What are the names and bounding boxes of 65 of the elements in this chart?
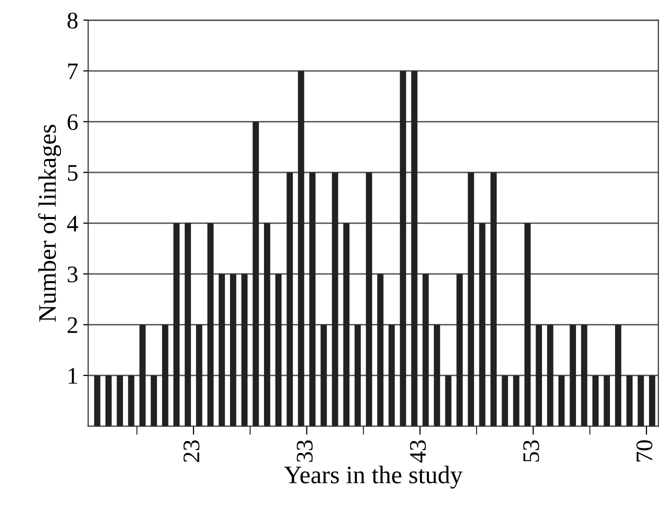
bar — [558, 375, 565, 426]
bar — [173, 223, 180, 426]
bar — [581, 324, 588, 426]
bar — [377, 274, 384, 426]
bar — [626, 375, 633, 426]
x-tick-label: 33 — [296, 440, 313, 462]
bar — [615, 324, 622, 426]
bar — [434, 324, 440, 426]
bar — [547, 324, 554, 426]
x-tick-label: 53 — [523, 440, 540, 462]
bar — [128, 375, 134, 426]
bar — [218, 274, 225, 426]
y-tick-label: 4 — [67, 216, 78, 232]
bar — [456, 274, 463, 426]
x-axis-title: Years in the study — [284, 466, 463, 489]
bar — [320, 324, 327, 426]
bar — [264, 223, 270, 426]
bar — [184, 223, 191, 426]
bar — [411, 70, 418, 426]
y-tick-label: 5 — [68, 165, 78, 181]
bar — [332, 172, 338, 426]
y-tick-label: 3 — [68, 266, 78, 282]
bar — [207, 223, 214, 426]
bar — [275, 274, 282, 426]
bar — [388, 324, 395, 426]
y-axis-title: Number of linkages — [38, 124, 62, 322]
bar — [196, 324, 202, 426]
y-tick-label: 7 — [68, 64, 78, 80]
bar — [116, 375, 123, 426]
bar — [105, 375, 112, 426]
bar — [94, 375, 100, 426]
y-tick-label: 6 — [68, 114, 78, 130]
bar — [479, 223, 486, 426]
bar — [445, 375, 452, 426]
bar — [252, 122, 259, 426]
bar — [490, 172, 497, 426]
x-tick-label: 43 — [410, 440, 426, 463]
bar — [570, 324, 576, 426]
bar — [638, 375, 644, 426]
bar — [309, 172, 316, 426]
bar — [343, 223, 350, 426]
y-tick-label: 2 — [68, 317, 78, 333]
y-tick-label: 8 — [68, 12, 78, 29]
bar — [400, 70, 406, 426]
x-tick-label: 70 — [636, 440, 652, 462]
bar — [241, 274, 248, 426]
bar — [366, 172, 372, 426]
bar — [592, 375, 599, 426]
x-tick-label: 23 — [184, 440, 200, 462]
bar — [139, 324, 146, 426]
y-tick-label: 1 — [68, 368, 78, 384]
bar — [536, 324, 542, 426]
bar — [354, 324, 361, 426]
bar — [604, 375, 610, 426]
bar — [286, 172, 293, 426]
bar — [649, 375, 656, 426]
bar — [162, 324, 168, 426]
bar — [468, 172, 474, 426]
bar — [513, 375, 520, 426]
bar — [298, 70, 304, 426]
bar — [150, 375, 157, 426]
bar — [422, 274, 429, 426]
bar — [230, 274, 236, 426]
bar — [524, 223, 531, 426]
bar — [502, 375, 508, 426]
